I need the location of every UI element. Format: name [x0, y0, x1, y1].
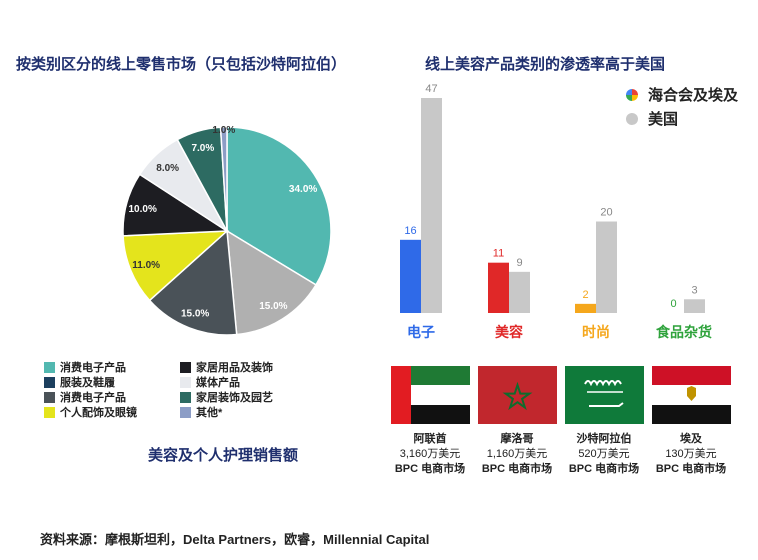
pie-data-label: 10.0% — [128, 204, 156, 215]
market-name: 沙特阿拉伯 — [576, 433, 632, 445]
pie-slice-3 — [122, 230, 230, 302]
egypt-flag-icon — [652, 366, 731, 424]
pie-data-label: 8.0% — [156, 163, 179, 174]
pie-legend-item-0: 消费电子产品 — [44, 359, 126, 375]
gray-dot-icon — [626, 112, 638, 125]
market-egypt: 埃及 130万美元 BPC 电商市场 — [645, 432, 737, 477]
bar-value-label: 0 — [670, 298, 676, 310]
bar-value-label: 16 — [404, 225, 416, 237]
market-value: 520万美元 — [578, 448, 630, 460]
bar-us — [509, 271, 530, 313]
bar-category-label: 美容 — [495, 324, 523, 340]
bar-category-label: 时尚 — [582, 324, 610, 340]
legend-label: 家居用品及装饰 — [196, 362, 273, 374]
pie-legend-item-1: 服装及鞋履 — [44, 374, 115, 390]
pie-data-label: 7.0% — [191, 143, 214, 154]
bar-value-label: 3 — [691, 284, 697, 296]
pie-data-label: 34.0% — [289, 184, 317, 195]
bar-gcc — [575, 303, 596, 313]
market-label: BPC 电商市场 — [481, 463, 553, 475]
market-uae: 阿联酋 3,160万美元 BPC 电商市场 — [384, 432, 476, 477]
bar-chart-title: 线上美容产品类别的渗透率高于美国 — [425, 56, 666, 73]
pie-slice-0 — [226, 126, 332, 286]
pie-legend-item-6: 家居装饰及园艺 — [180, 389, 273, 405]
bar-value-label: 9 — [516, 257, 522, 269]
bar-legend-item-0: 海合会及埃及 — [626, 84, 738, 105]
market-value: 3,160万美元 — [399, 448, 461, 460]
market-label: BPC 电商市场 — [655, 463, 727, 475]
bar-legend-label: 美国 — [648, 111, 679, 128]
market-name: 阿联酋 — [413, 433, 447, 445]
bar-us — [596, 221, 617, 313]
pie-footer-caption: 美容及个人护理销售额 — [148, 447, 299, 464]
saudi-flag-icon — [565, 366, 644, 424]
legend-swatch — [180, 361, 191, 373]
bar-legend-label: 海合会及埃及 — [648, 87, 739, 104]
pie-slice-7 — [219, 126, 228, 232]
market-morocco: 摩洛哥 1,160万美元 BPC 电商市场 — [471, 432, 563, 477]
market-label: BPC 电商市场 — [568, 463, 640, 475]
bar-us — [421, 98, 442, 313]
legend-swatch — [44, 391, 55, 403]
legend-swatch — [180, 376, 191, 388]
bar-category-label: 食品杂货 — [656, 324, 712, 340]
legend-label: 服装及鞋履 — [60, 377, 115, 389]
morocco-flag-icon — [478, 366, 557, 424]
pie-data-label: 15.0% — [259, 301, 287, 312]
pie-legend-item-7: 其他* — [180, 404, 222, 420]
bar-us — [684, 299, 705, 313]
pie-data-label: 11.0% — [132, 260, 160, 271]
pie-slice-2 — [148, 229, 238, 336]
legend-label: 消费电子产品 — [60, 392, 126, 404]
bar-gcc — [488, 262, 509, 313]
pie-data-label: 1.0% — [212, 125, 235, 136]
legend-label: 媒体产品 — [196, 377, 240, 389]
legend-swatch — [44, 361, 55, 373]
source-note: 资料来源：摩根斯坦利，Delta Partners，欧睿，Millennial … — [40, 532, 430, 547]
legend-label: 个人配饰及眼镜 — [60, 407, 137, 419]
legend-label: 其他* — [196, 407, 223, 419]
pie-legend-item-3: 个人配饰及眼镜 — [44, 404, 137, 420]
legend-label: 家居装饰及园艺 — [196, 392, 273, 404]
legend-label: 消费电子产品 — [60, 362, 126, 374]
market-name: 摩洛哥 — [500, 433, 534, 445]
bar-value-label: 47 — [425, 83, 437, 95]
bar-value-label: 11 — [493, 248, 504, 260]
bar-gcc — [400, 239, 421, 313]
multicolor-dot-icon — [626, 88, 638, 101]
bar-legend-item-1: 美国 — [626, 108, 678, 129]
legend-swatch — [180, 406, 191, 418]
legend-swatch — [44, 406, 55, 418]
market-name: 埃及 — [680, 433, 702, 445]
pie-legend-item-2: 消费电子产品 — [44, 389, 126, 405]
bar-category-label: 电子 — [407, 324, 435, 340]
market-saudi: 沙特阿拉伯 520万美元 BPC 电商市场 — [558, 432, 650, 477]
uae-flag-icon — [391, 366, 470, 424]
pie-chart-title: 按类别区分的线上零售市场（只包括沙特阿拉伯） — [16, 56, 347, 73]
legend-swatch — [180, 391, 191, 403]
market-label: BPC 电商市场 — [394, 463, 466, 475]
legend-swatch — [44, 376, 55, 388]
pie-data-label: 15.0% — [181, 308, 209, 319]
pie-legend-item-5: 媒体产品 — [180, 374, 240, 390]
bar-value-label: 2 — [582, 289, 588, 301]
pie-legend-item-4: 家居用品及装饰 — [180, 359, 273, 375]
market-value: 130万美元 — [665, 448, 717, 460]
bar-value-label: 20 — [600, 207, 612, 219]
market-value: 1,160万美元 — [486, 448, 548, 460]
pie-slice-1 — [226, 229, 317, 336]
